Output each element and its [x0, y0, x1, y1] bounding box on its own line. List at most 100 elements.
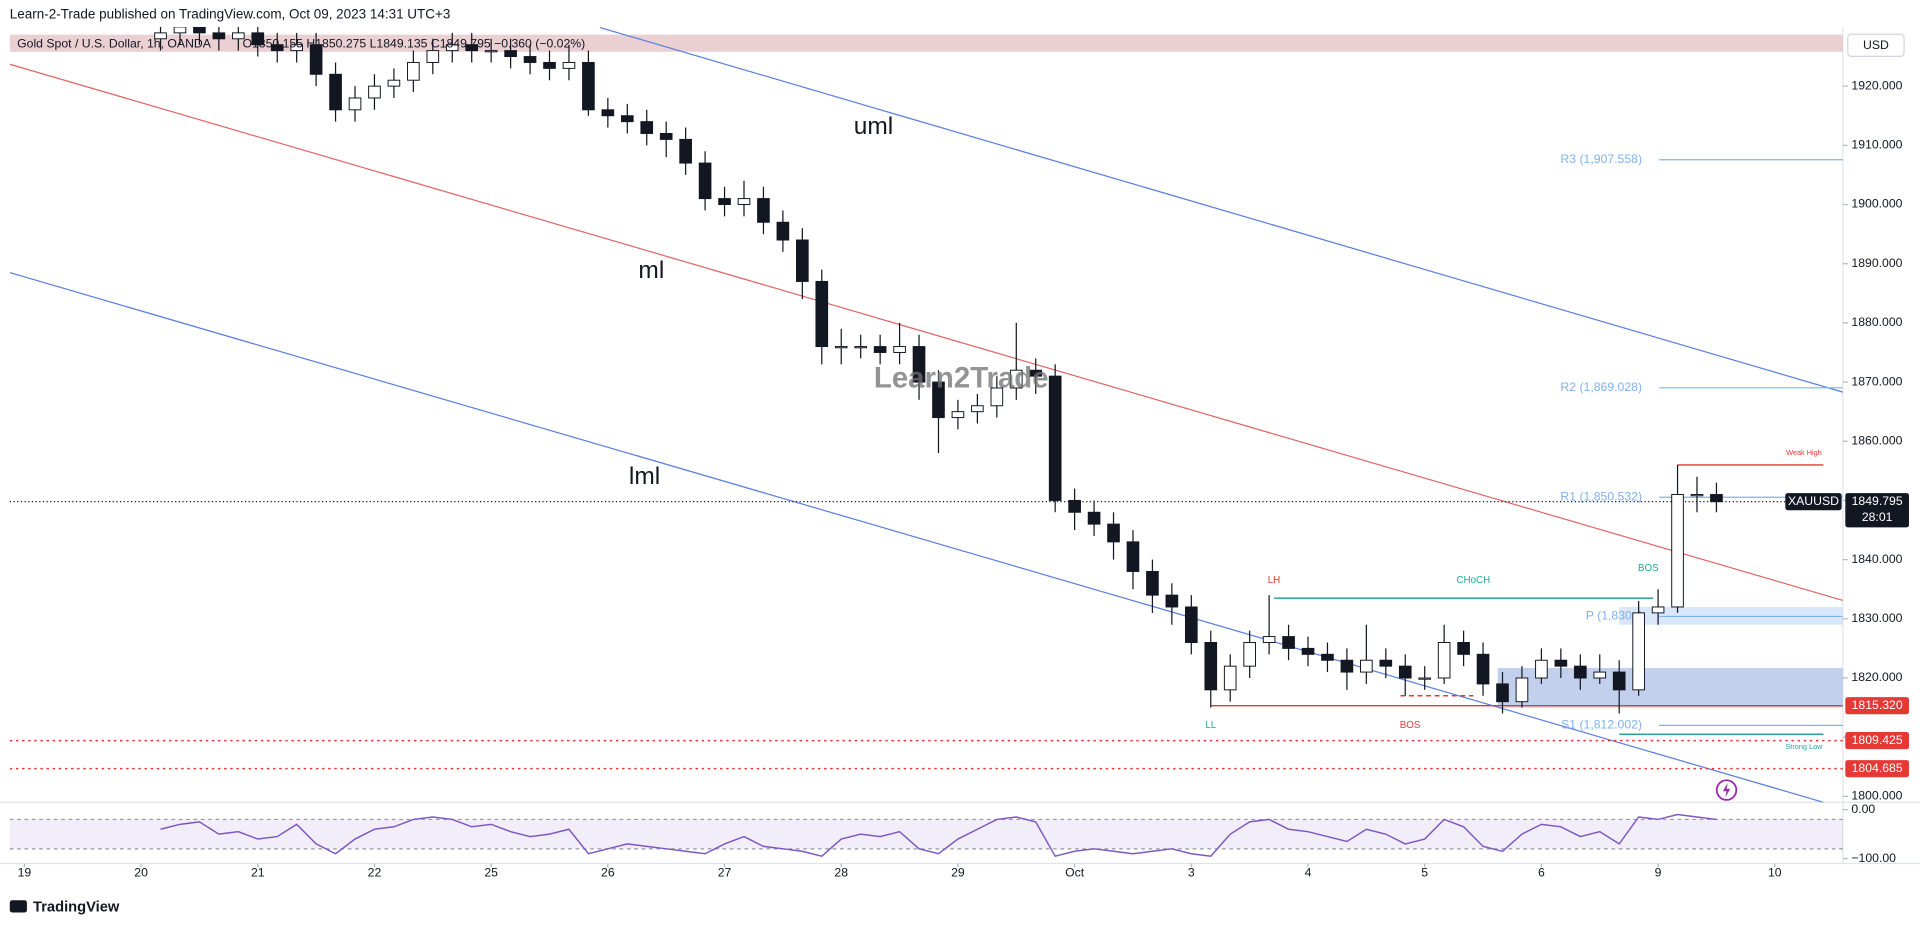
price-tag-label: 1809.425 [1852, 733, 1903, 747]
alert-icon[interactable] [1715, 779, 1738, 801]
x-tick-label: 20 [134, 866, 148, 880]
candle-body [465, 44, 479, 52]
candle-body [1651, 606, 1665, 614]
oscillator-line [160, 813, 1717, 858]
symbol-tag-label: XAUUSD [1788, 494, 1839, 508]
annotation: LH [1268, 575, 1281, 586]
candle-body [309, 44, 323, 75]
candle-body [1535, 659, 1548, 679]
y-tick-label: 1870.000 [1851, 374, 1902, 388]
last-price-label: 1849.795 [1852, 494, 1903, 508]
x-tick-label: 28 [834, 866, 848, 880]
candle-body [1048, 375, 1062, 501]
candle-body [562, 61, 576, 69]
candle-body [348, 97, 362, 111]
candle-body [932, 381, 945, 419]
candle-body [873, 346, 887, 353]
candle-body [951, 411, 965, 419]
candle-body [543, 61, 556, 69]
symbol-tag [1785, 493, 1842, 511]
candle-body [1204, 641, 1218, 691]
candle-body [329, 73, 342, 111]
x-tick-label: 9 [1655, 866, 1662, 880]
footer-brand: TradingView [33, 900, 120, 916]
candle-body [834, 346, 848, 349]
candle-body [1107, 523, 1120, 543]
x-tick-label: Oct [1065, 866, 1085, 880]
candle-body [1321, 653, 1334, 661]
candle-body [1184, 606, 1198, 643]
candle-body [212, 32, 226, 40]
candle-body [368, 85, 381, 99]
candle-body [523, 56, 537, 63]
annotation: BOS [1638, 563, 1659, 574]
y-tick-label: 1900.000 [1851, 197, 1902, 211]
y-tick-label: 1860.000 [1851, 433, 1902, 447]
ohlc-values: O1850.155 H1850.275 L1849.135 C1849.795 … [242, 36, 585, 50]
candle-body [1301, 647, 1315, 655]
candle-body [426, 50, 440, 63]
candle-body [504, 50, 517, 58]
oscillator-band [9, 819, 1843, 849]
last-price-tag [1845, 493, 1909, 528]
candle-body [971, 405, 984, 413]
candle-body [620, 115, 634, 123]
candle-body [1515, 677, 1529, 703]
x-tick-label: 6 [1538, 866, 1545, 880]
candle-body [1068, 499, 1081, 513]
candle-body [640, 121, 654, 134]
candle-body [698, 162, 712, 200]
x-tick-label: 4 [1305, 866, 1312, 880]
candle-body [1418, 677, 1432, 680]
currency-box[interactable] [1847, 33, 1905, 57]
annotation: CHoCH [1456, 575, 1490, 586]
candle-body [1573, 665, 1587, 679]
candle-body [407, 61, 420, 81]
annotation: LL [1205, 720, 1216, 731]
candle-body [1282, 636, 1295, 649]
candle-body [1262, 636, 1276, 643]
y-tick-label: 1830.000 [1851, 611, 1902, 625]
candle-body [893, 346, 906, 353]
x-tick-label: 22 [368, 866, 382, 880]
candle-body [1476, 653, 1490, 685]
candle-body [251, 32, 265, 46]
candle-body [1009, 369, 1023, 389]
price-tag [1845, 697, 1909, 715]
candle-body [1632, 612, 1645, 691]
candle-body [484, 50, 498, 53]
candle-body [601, 109, 615, 117]
pivot-label: R1 (1,850.532) [1560, 490, 1642, 504]
candle-body [231, 32, 245, 40]
candle-body [290, 44, 303, 52]
candle-body [718, 198, 731, 205]
candle-body [582, 61, 595, 111]
x-tick-label: 3 [1188, 866, 1195, 880]
annotation: Strong Low [1785, 742, 1823, 751]
candle-body [154, 32, 167, 40]
y-tick-label: 1910.000 [1851, 138, 1902, 152]
y-tick-label: 1840.000 [1851, 552, 1902, 566]
countdown: 28:01 [1862, 510, 1893, 524]
candle-body [796, 239, 809, 282]
candle-body [1146, 570, 1159, 596]
y2-tick-label: −100.00 [1851, 851, 1896, 865]
channel-line [9, 63, 1843, 602]
y-tick-label: 1880.000 [1851, 315, 1902, 329]
price-tag-label: 1815.320 [1852, 698, 1903, 712]
candle-body [737, 198, 751, 205]
candle-body [193, 26, 206, 34]
candle-body [912, 346, 926, 383]
candle-body [679, 138, 692, 164]
candle-body [1554, 659, 1568, 667]
candle-body [387, 79, 401, 87]
x-tick-label: 27 [718, 866, 732, 880]
axes: 1800.0001810.0001820.0001830.0001840.000… [18, 78, 1909, 880]
candle-body [1671, 494, 1684, 608]
candle-body [1340, 659, 1354, 673]
x-tick-label: 25 [484, 866, 498, 880]
candle-body [1379, 659, 1393, 667]
tradingview-logo[interactable] [9, 900, 27, 913]
